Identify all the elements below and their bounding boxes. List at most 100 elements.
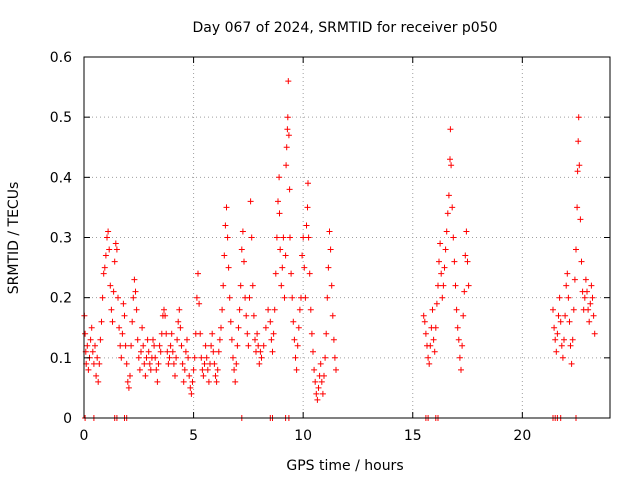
data-point <box>459 342 466 349</box>
data-point <box>301 264 308 271</box>
data-point <box>554 330 561 337</box>
data-point <box>239 228 246 235</box>
data-point <box>166 354 173 361</box>
data-point <box>285 78 292 85</box>
data-point <box>174 336 181 343</box>
data-point <box>203 354 210 361</box>
data-point <box>247 198 254 205</box>
data-point <box>123 360 130 367</box>
data-point <box>252 336 258 343</box>
data-point <box>104 234 110 241</box>
data-point <box>285 132 292 139</box>
data-point <box>450 234 457 241</box>
data-point <box>570 306 577 313</box>
data-point <box>181 366 188 373</box>
x-tick-label: 5 <box>189 428 198 444</box>
data-point <box>575 114 582 121</box>
data-point <box>302 294 309 301</box>
data-point <box>308 330 315 337</box>
y-axis-title: SRMTID / TECUs <box>6 182 22 295</box>
data-point <box>127 372 133 379</box>
data-point <box>169 348 176 355</box>
data-point <box>212 372 219 379</box>
data-point <box>96 360 103 367</box>
data-point <box>556 294 563 301</box>
data-point <box>451 258 458 265</box>
data-point <box>165 360 172 367</box>
data-point <box>258 354 265 361</box>
data-point <box>138 348 144 355</box>
data-point <box>429 306 436 313</box>
data-point <box>164 348 171 355</box>
data-point <box>129 318 136 325</box>
data-point <box>574 204 581 211</box>
data-point <box>108 306 115 313</box>
data-point <box>139 324 146 331</box>
data-point <box>223 204 230 211</box>
data-point <box>168 330 175 337</box>
data-point <box>184 336 190 343</box>
data-point <box>197 330 204 337</box>
data-point <box>187 384 194 391</box>
data-point <box>287 234 293 241</box>
data-point <box>167 342 174 349</box>
data-point <box>204 366 211 373</box>
data-point <box>151 342 158 349</box>
x-tick-label: 20 <box>513 428 531 444</box>
data-point <box>441 264 448 271</box>
data-point <box>254 330 261 337</box>
data-point <box>134 336 141 343</box>
data-point <box>255 342 262 349</box>
data-point <box>122 342 129 349</box>
data-point <box>562 312 569 319</box>
data-point <box>456 354 463 361</box>
data-point <box>318 378 325 385</box>
data-point <box>280 234 287 241</box>
y-tick-label: 0.3 <box>50 231 72 247</box>
x-axis-title: GPS time / hours <box>286 458 403 474</box>
data-point <box>111 258 118 265</box>
data-point <box>591 330 598 337</box>
data-point <box>99 294 106 301</box>
y-tick-label: 0.6 <box>50 50 72 66</box>
data-point <box>227 318 234 325</box>
data-point <box>176 306 183 313</box>
data-point <box>299 252 306 259</box>
data-point <box>290 318 297 325</box>
data-point <box>256 360 263 367</box>
data-point <box>319 390 326 397</box>
data-point <box>444 210 451 217</box>
data-point <box>571 276 578 283</box>
data-point <box>304 204 311 211</box>
data-point <box>557 318 564 325</box>
data-point <box>109 318 116 325</box>
data-point <box>460 312 467 319</box>
data-point <box>452 282 459 289</box>
data-point <box>120 300 127 307</box>
data-point <box>433 300 440 307</box>
data-point <box>277 246 284 253</box>
data-points <box>81 78 598 421</box>
data-point <box>550 306 556 313</box>
data-point <box>447 156 453 163</box>
data-point <box>236 306 243 313</box>
data-point <box>431 348 438 355</box>
data-point <box>92 342 98 349</box>
data-point <box>276 174 283 181</box>
data-point <box>267 318 274 325</box>
data-point <box>425 354 432 361</box>
y-tick-label: 0.2 <box>50 291 72 307</box>
data-point <box>576 162 583 169</box>
data-point <box>90 360 97 367</box>
data-point <box>272 270 279 277</box>
data-point <box>101 264 108 271</box>
data-point <box>445 192 452 199</box>
data-point <box>575 138 582 145</box>
data-point <box>279 264 286 271</box>
data-point <box>439 294 446 301</box>
data-point <box>283 144 290 151</box>
data-point <box>564 270 571 277</box>
plot-frame <box>83 56 611 419</box>
data-point <box>455 336 462 343</box>
data-point <box>260 342 267 349</box>
